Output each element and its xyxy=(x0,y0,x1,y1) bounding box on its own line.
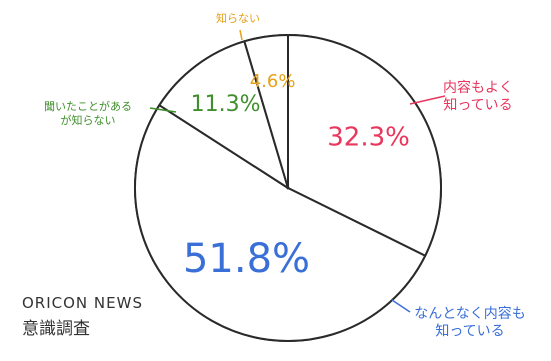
leader-line-4 xyxy=(239,29,243,41)
source-credit: ORICON NEWS 意識調査 xyxy=(22,294,143,339)
pie-slices xyxy=(134,34,442,342)
source-line-2: 意識調査 xyxy=(22,319,90,339)
pie-slice-1 xyxy=(287,34,442,257)
slice-category-label-3: 聞いたことがあるが知らない xyxy=(44,99,132,127)
slice-category-label-1: 内容もよく知っている xyxy=(443,79,513,114)
source-line-1: ORICON NEWS xyxy=(22,294,143,312)
pie-slice-4 xyxy=(243,34,289,189)
annotations: 32.3% 51.8% 11.3%4.6% 内容もよく知っているなんとなく内容も知って… xyxy=(44,11,526,340)
leader-line-3 xyxy=(149,107,177,113)
slice-value-label-3: 11.3% xyxy=(191,92,261,117)
slice-value-label-4: 4.6% xyxy=(250,71,296,92)
pie-slice-3 xyxy=(158,40,289,189)
pie-center-dot xyxy=(286,186,290,190)
leader-line-2 xyxy=(391,299,411,313)
slice-value-label-2: 51.8% xyxy=(183,236,310,282)
leader-line-1 xyxy=(409,95,446,105)
slice-value-label-1: 32.3% xyxy=(327,122,410,152)
slice-category-label-4: 知らない xyxy=(216,11,260,25)
slice-category-label-2: なんとなく内容も知っている xyxy=(414,305,526,340)
pie-slice-2 xyxy=(134,104,427,342)
